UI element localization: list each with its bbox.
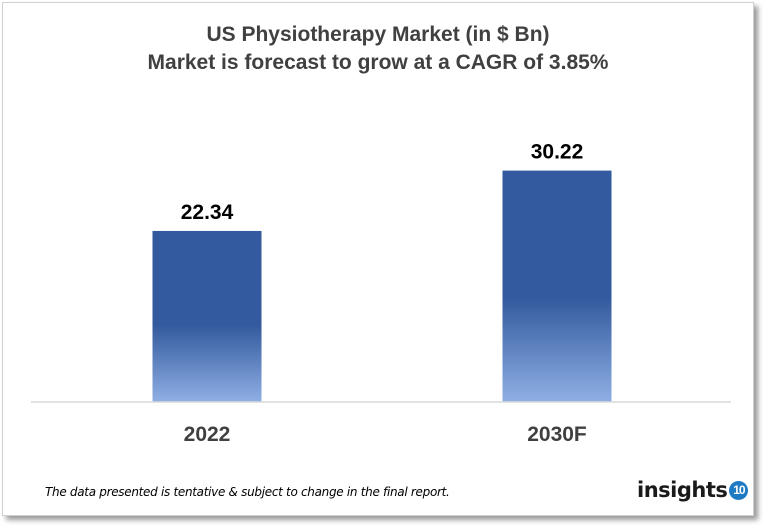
x-tick-label: 2030F xyxy=(527,423,587,446)
bar-chart: 22.34 2022 30.22 2030F xyxy=(31,141,731,446)
bar-2030F xyxy=(502,170,612,402)
data-label: 30.22 xyxy=(531,141,584,164)
logo-badge: 10 xyxy=(729,480,749,500)
disclaimer-note: The data presented is tentative & subjec… xyxy=(45,485,450,499)
chart-subtitle: Market is forecast to grow at a CAGR of … xyxy=(147,51,609,74)
chart-card: US Physiotherapy Market (in $ Bn) Market… xyxy=(2,2,754,516)
insights10-logo: insights 10 xyxy=(637,478,749,502)
bar-2022 xyxy=(152,230,262,402)
chart-title: US Physiotherapy Market (in $ Bn) xyxy=(206,23,550,46)
logo-text: insights xyxy=(637,478,728,502)
data-label: 22.34 xyxy=(181,201,234,224)
x-tick-label: 2022 xyxy=(184,423,231,446)
